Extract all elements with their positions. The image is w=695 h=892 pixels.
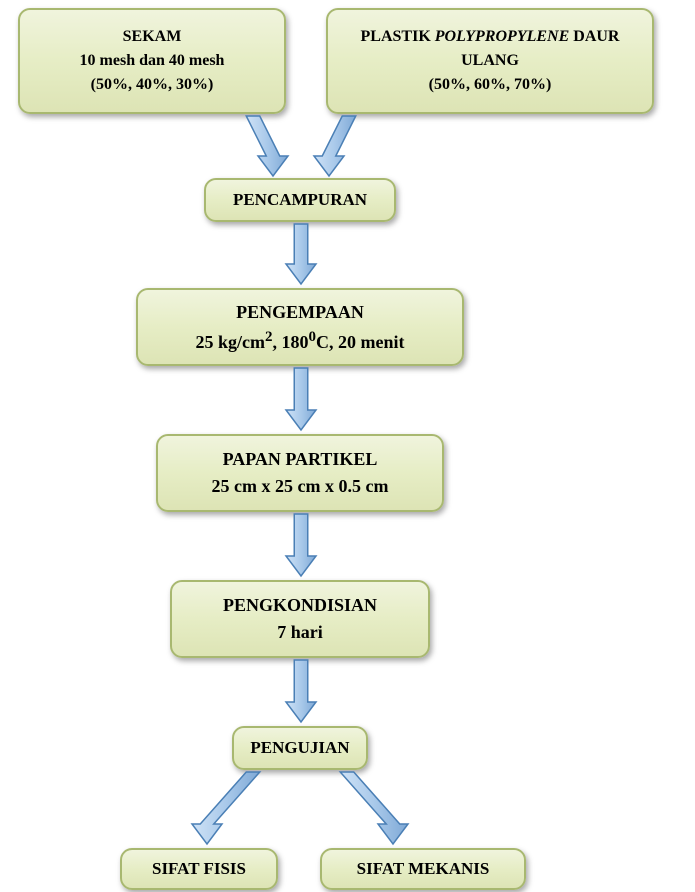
sekam-line1: SEKAM (123, 25, 182, 49)
sifat-fisis-label: SIFAT FISIS (152, 856, 246, 882)
pengempaan-l2b: , 180 (273, 332, 309, 352)
papan-line1: PAPAN PARTIKEL (223, 446, 378, 473)
sekam-line3: (50%, 40%, 30%) (91, 73, 214, 97)
flow-arrow (286, 660, 316, 722)
plastik-line3: (50%, 60%, 70%) (429, 73, 552, 97)
flow-arrow (286, 224, 316, 284)
node-pencampuran: PENCAMPURAN (204, 178, 396, 222)
pengujian-label: PENGUJIAN (250, 735, 349, 761)
pengkondisian-line1: PENGKONDISIAN (223, 592, 377, 619)
node-sifat-fisis: SIFAT FISIS (120, 848, 278, 890)
pengempaan-line1: PENGEMPAAN (236, 299, 364, 326)
flow-arrow (340, 772, 408, 844)
node-sifat-mekanis: SIFAT MEKANIS (320, 848, 526, 890)
pengkondisian-line2: 7 hari (277, 619, 323, 646)
pengempaan-l2c: C, 20 menit (316, 332, 405, 352)
flow-arrow (286, 514, 316, 576)
papan-line2: 25 cm x 25 cm x 0.5 cm (212, 473, 389, 500)
plastik-line1-c: DAUR (569, 28, 619, 45)
node-sekam: SEKAM 10 mesh dan 40 mesh (50%, 40%, 30%… (18, 8, 286, 114)
plastik-line1-a: PLASTIK (361, 28, 435, 45)
flow-arrow (286, 368, 316, 430)
flow-arrow (314, 116, 356, 176)
sifat-mekanis-label: SIFAT MEKANIS (357, 856, 490, 882)
pengempaan-line2: 25 kg/cm2, 1800C, 20 menit (196, 326, 405, 356)
plastik-line2: ULANG (461, 49, 519, 73)
plastik-line1-b: POLYPROPYLENE (435, 28, 570, 45)
node-pengempaan: PENGEMPAAN 25 kg/cm2, 1800C, 20 menit (136, 288, 464, 366)
sekam-line2: 10 mesh dan 40 mesh (80, 49, 225, 73)
node-pengujian: PENGUJIAN (232, 726, 368, 770)
pengempaan-sup2: 0 (309, 329, 317, 345)
flow-arrow (192, 772, 260, 844)
pengempaan-sup1: 2 (265, 329, 273, 345)
node-pengkondisian: PENGKONDISIAN 7 hari (170, 580, 430, 658)
pencampuran-label: PENCAMPURAN (233, 187, 367, 213)
flow-arrow (246, 116, 288, 176)
plastik-line1: PLASTIK POLYPROPYLENE DAUR (361, 25, 620, 49)
pengempaan-l2a: 25 kg/cm (196, 332, 266, 352)
node-papan: PAPAN PARTIKEL 25 cm x 25 cm x 0.5 cm (156, 434, 444, 512)
node-plastik: PLASTIK POLYPROPYLENE DAUR ULANG (50%, 6… (326, 8, 654, 114)
